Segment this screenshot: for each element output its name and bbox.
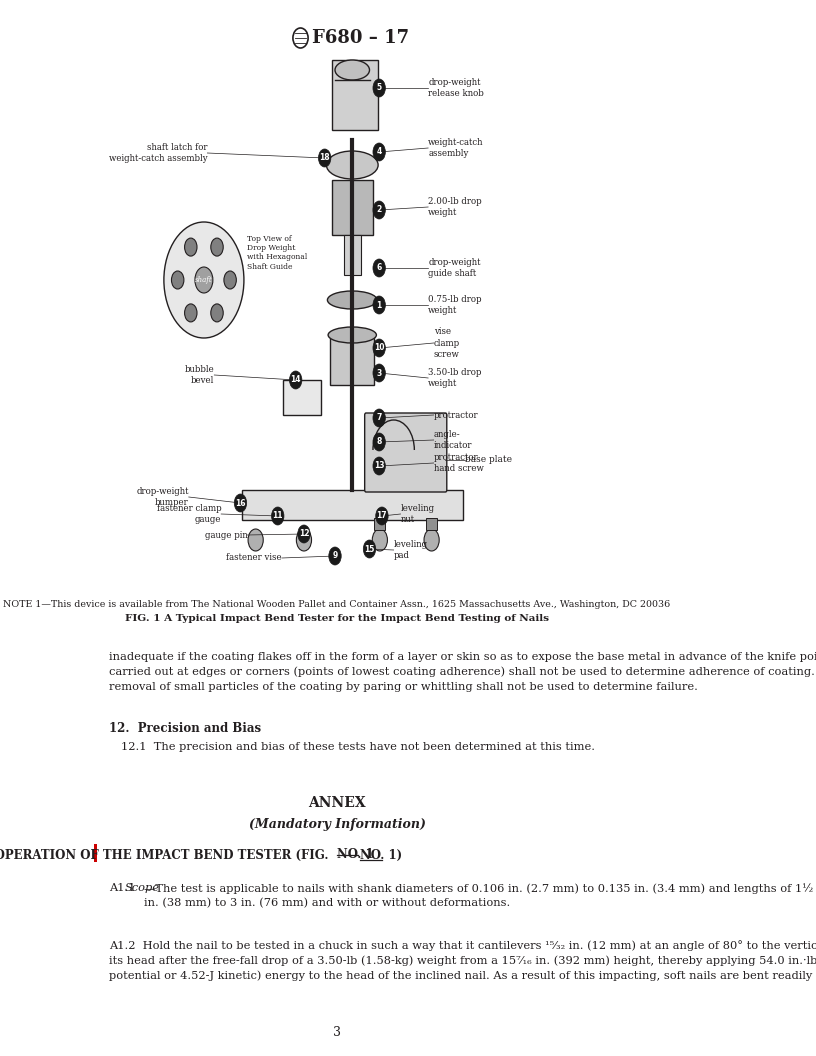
Circle shape: [373, 259, 385, 277]
Ellipse shape: [327, 291, 377, 309]
Circle shape: [298, 525, 310, 543]
Text: leveling
nut: leveling nut: [401, 504, 435, 524]
Bar: [283, 380, 322, 415]
Circle shape: [329, 547, 341, 565]
Circle shape: [373, 409, 385, 427]
Text: shaft: shaft: [195, 276, 213, 284]
Text: 10: 10: [374, 343, 384, 353]
FancyBboxPatch shape: [365, 413, 447, 492]
Text: 11: 11: [273, 511, 283, 521]
Bar: [375, 518, 385, 530]
Text: protractor
hand screw: protractor hand screw: [433, 453, 484, 473]
Circle shape: [373, 457, 385, 475]
Circle shape: [373, 296, 385, 314]
Circle shape: [184, 304, 197, 322]
Text: 14: 14: [290, 376, 301, 384]
Circle shape: [211, 238, 224, 257]
Text: ANNEX: ANNEX: [308, 796, 366, 810]
Bar: [331, 180, 373, 235]
Text: inadequate if the coating flakes off in the form of a layer or skin so as to exp: inadequate if the coating flakes off in …: [109, 652, 816, 692]
Text: 2.00-lb drop
weight: 2.00-lb drop weight: [428, 197, 481, 218]
Text: 12: 12: [299, 529, 309, 539]
Text: 8: 8: [376, 437, 382, 447]
Text: 17: 17: [377, 511, 388, 521]
Circle shape: [373, 79, 385, 97]
Circle shape: [372, 529, 388, 551]
Bar: [94, 844, 97, 862]
Text: 3: 3: [333, 1025, 341, 1038]
Text: drop-weight
bumper: drop-weight bumper: [136, 487, 188, 507]
Text: 1: 1: [376, 301, 382, 309]
Text: gauge pin: gauge pin: [205, 530, 247, 540]
Circle shape: [373, 143, 385, 161]
Text: A1.1: A1.1: [109, 883, 143, 893]
Text: weight-catch
assembly: weight-catch assembly: [428, 138, 484, 158]
Text: (Mandatory Information): (Mandatory Information): [249, 818, 425, 831]
Circle shape: [373, 433, 385, 451]
Ellipse shape: [335, 60, 370, 80]
Circle shape: [318, 149, 330, 167]
Ellipse shape: [328, 327, 376, 343]
Bar: [330, 333, 375, 385]
Text: base plate: base plate: [465, 455, 512, 465]
Text: drop-weight
guide shaft: drop-weight guide shaft: [428, 258, 481, 278]
Text: 2: 2: [376, 206, 382, 214]
Text: FIG. 1 A Typical Impact Bend Tester for the Impact Bend Testing of Nails: FIG. 1 A Typical Impact Bend Tester for …: [125, 614, 549, 623]
Circle shape: [373, 201, 385, 219]
Text: NOTE 1—This device is available from The National Wooden Pallet and Container As: NOTE 1—This device is available from The…: [3, 600, 671, 609]
Circle shape: [296, 529, 312, 551]
Text: 0.75-lb drop
weight: 0.75-lb drop weight: [428, 295, 481, 315]
Text: 12.  Precision and Bias: 12. Precision and Bias: [109, 722, 261, 735]
Text: 7: 7: [376, 414, 382, 422]
Text: fastener vise: fastener vise: [226, 553, 282, 563]
Circle shape: [211, 304, 224, 322]
Text: bubble
bevel: bubble bevel: [184, 365, 215, 385]
Circle shape: [375, 507, 388, 525]
Circle shape: [363, 540, 375, 558]
Text: 15: 15: [364, 545, 375, 553]
Circle shape: [272, 507, 284, 525]
Text: 3: 3: [376, 369, 382, 377]
Text: shaft latch for
weight-catch assembly: shaft latch for weight-catch assembly: [109, 143, 207, 163]
Text: leveling
pad: leveling pad: [393, 540, 428, 560]
Text: NO. 1): NO. 1): [360, 849, 402, 862]
Text: protractor: protractor: [433, 411, 478, 419]
Bar: [344, 235, 361, 275]
Text: 16: 16: [235, 498, 246, 508]
Text: Top View of
Drop Weight
with Hexagonal
Shaft Guide: Top View of Drop Weight with Hexagonal S…: [246, 235, 307, 270]
Text: F680 – 17: F680 – 17: [312, 29, 409, 48]
Text: 3.50-lb drop
weight: 3.50-lb drop weight: [428, 367, 481, 388]
Text: 4: 4: [376, 148, 382, 156]
Text: A1.  OPERATION OF THE IMPACT BEND TESTER (FIG.: A1. OPERATION OF THE IMPACT BEND TESTER …: [0, 849, 337, 862]
Bar: [426, 518, 437, 530]
Text: fastener clamp
gauge: fastener clamp gauge: [157, 504, 221, 524]
Ellipse shape: [326, 151, 378, 180]
Text: 18: 18: [319, 153, 330, 163]
Circle shape: [248, 529, 264, 551]
Text: A1.2  Hold the nail to be tested in a chuck in such a way that it cantilevers ¹⁵: A1.2 Hold the nail to be tested in a chu…: [109, 940, 816, 981]
Text: NO. 1: NO. 1: [337, 849, 374, 862]
Circle shape: [373, 339, 385, 357]
Bar: [331, 60, 379, 130]
Text: vise
clamp
screw: vise clamp screw: [433, 327, 459, 359]
Circle shape: [164, 222, 244, 338]
Circle shape: [373, 364, 385, 382]
Circle shape: [195, 267, 213, 293]
Text: 5: 5: [377, 83, 382, 93]
Circle shape: [234, 494, 246, 512]
Text: drop-weight
release knob: drop-weight release knob: [428, 78, 484, 98]
Circle shape: [171, 271, 184, 289]
Text: angle-
indicator: angle- indicator: [433, 430, 472, 450]
Text: 6: 6: [376, 264, 382, 272]
Text: 9: 9: [332, 551, 338, 561]
Bar: [242, 490, 463, 520]
Text: 12.1  The precision and bias of these tests have not been determined at this tim: 12.1 The precision and bias of these tes…: [121, 742, 595, 752]
Circle shape: [290, 371, 302, 389]
Circle shape: [224, 271, 237, 289]
Circle shape: [424, 529, 439, 551]
Text: —The test is applicable to nails with shank diameters of 0.106 in. (2.7 mm) to 0: —The test is applicable to nails with sh…: [144, 883, 813, 908]
Text: 13: 13: [374, 461, 384, 471]
Text: Scope: Scope: [125, 883, 160, 893]
Circle shape: [184, 238, 197, 257]
